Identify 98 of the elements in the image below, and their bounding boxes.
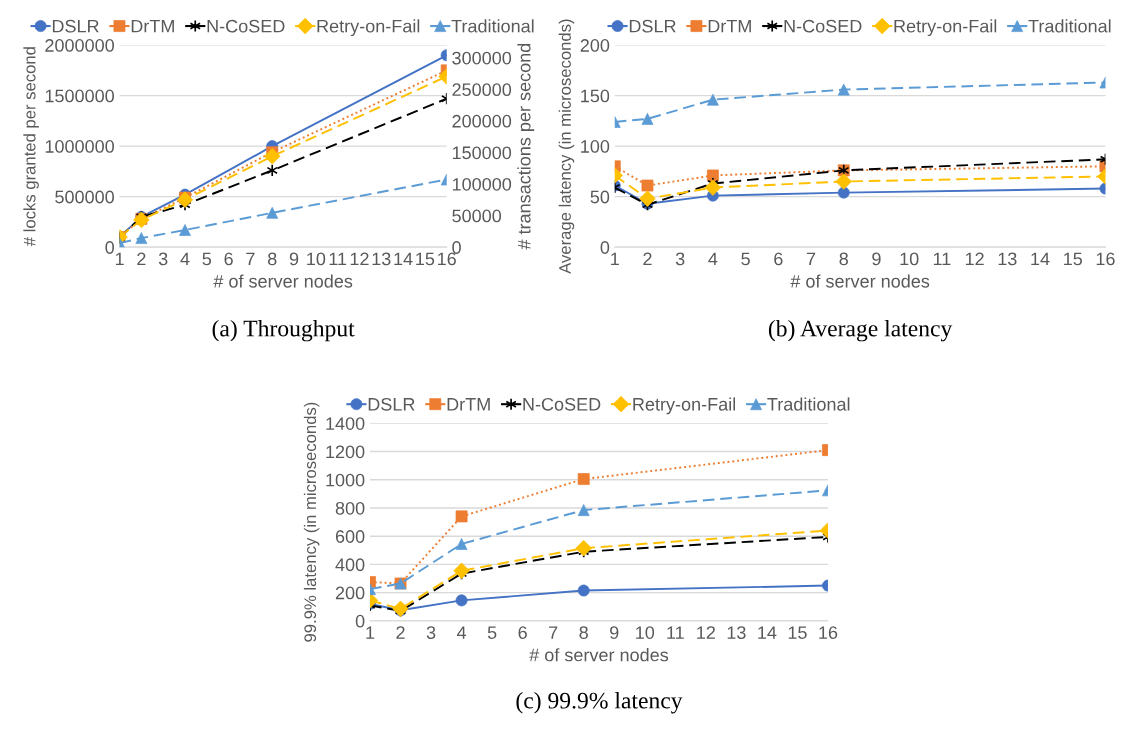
x-tick-label: 8 xyxy=(579,626,588,639)
x-tick-label: 5 xyxy=(202,252,212,266)
y2-tick-label: 50000 xyxy=(452,209,502,223)
y2-tick-label: 100000 xyxy=(452,177,512,191)
y-tick-label: 1000000 xyxy=(45,140,115,153)
x-axis-title: # of server nodes xyxy=(790,274,930,288)
y-tick-label: 1500000 xyxy=(45,89,115,103)
x-tick-label: 9 xyxy=(610,626,619,639)
x-tick-label: 3 xyxy=(675,252,685,266)
y-tick-label: 200 xyxy=(580,39,610,52)
x-tick-label: 13 xyxy=(372,252,391,266)
x-tick-label: 2 xyxy=(137,252,146,266)
x-tick-label: 7 xyxy=(549,626,558,639)
legend-label: Retry-on-Fail xyxy=(633,397,736,415)
x-tick-label: 13 xyxy=(998,252,1017,266)
y-tick-label: 100 xyxy=(581,140,610,153)
x-tick-label: 4 xyxy=(456,626,467,639)
y2-tick-label: 150000 xyxy=(452,146,512,160)
x-tick-label: 14 xyxy=(394,252,413,266)
x-tick-label: 1 xyxy=(611,252,619,266)
legend-label: DrTM xyxy=(708,19,751,33)
x-tick-label: 8 xyxy=(839,252,848,266)
x-tick-label: 4 xyxy=(180,252,190,266)
y-tick-label: 200 xyxy=(335,586,365,600)
x-axis-title: # of server nodes xyxy=(213,274,353,288)
y-tick-label: 800 xyxy=(335,501,365,515)
x-tick-label: 16 xyxy=(819,626,838,639)
x-tick-label: 9 xyxy=(872,252,881,266)
y-axis-title: 99.9% latency (in microseconds) xyxy=(303,402,320,642)
y-tick-label: 0 xyxy=(600,241,610,254)
x-tick-label: 16 xyxy=(438,252,456,266)
y-tick-label: 0 xyxy=(355,614,365,628)
legend-label: DrTM xyxy=(447,398,490,411)
x-tick-label: 12 xyxy=(697,626,715,639)
x-tick-label: 2 xyxy=(396,626,405,639)
x-tick-label: 11 xyxy=(667,626,684,639)
x-tick-label: 6 xyxy=(224,252,233,266)
y2-tick-label: 300000 xyxy=(452,51,512,65)
legend-label: N-CoSED xyxy=(207,19,285,33)
legend-label: DrTM xyxy=(131,19,174,33)
x-tick-label: 14 xyxy=(758,626,777,639)
legend-label: Retry-on-Fail xyxy=(317,19,420,37)
legend-label: Traditional xyxy=(1028,19,1111,33)
y-tick-label: 600 xyxy=(335,530,365,543)
x-tick-label: 4 xyxy=(708,252,718,266)
legend-label: DSLR xyxy=(629,19,676,33)
x-tick-label: 3 xyxy=(158,252,168,266)
y-axis-title: Average latency (in microseconds) xyxy=(558,19,575,274)
y-tick-label: 400 xyxy=(335,558,365,572)
x-tick-label: 3 xyxy=(426,626,436,639)
x-tick-label: 10 xyxy=(307,252,326,266)
x-tick-label: 15 xyxy=(1064,252,1083,266)
y-axis-title: # locks granted per second xyxy=(23,47,39,247)
x-tick-label: 11 xyxy=(329,252,347,266)
y2-tick-label: 200000 xyxy=(452,114,512,128)
y2-axis-title: # transactions per second xyxy=(517,43,535,250)
x-tick-label: 5 xyxy=(487,626,497,639)
y-tick-label: 1000 xyxy=(326,473,365,487)
legend-label: Traditional xyxy=(451,19,534,33)
y-tick-label: 500000 xyxy=(55,190,115,204)
x-tick-label: 1 xyxy=(115,252,124,266)
x-tick-label: 10 xyxy=(636,626,655,639)
y-tick-label: 1200 xyxy=(326,445,365,459)
x-tick-label: 7 xyxy=(246,252,255,266)
y-tick-label: 0 xyxy=(105,241,114,254)
y-tick-label: 1400 xyxy=(326,417,365,430)
x-axis-title: # of server nodes xyxy=(529,648,669,662)
y2-tick-label: 250000 xyxy=(452,83,512,97)
text: (c) 99.9% latency xyxy=(516,691,683,714)
x-tick-label: 13 xyxy=(727,626,746,639)
x-tick-label: 12 xyxy=(965,252,984,266)
x-tick-label: 7 xyxy=(806,252,816,266)
x-tick-label: 11 xyxy=(933,252,951,266)
text: (a) Throughput xyxy=(212,319,355,342)
legend-label: Retry-on-Fail xyxy=(894,19,997,37)
x-tick-label: 6 xyxy=(518,626,527,639)
legend-label: DSLR xyxy=(52,19,99,33)
x-tick-label: 12 xyxy=(350,252,369,266)
y2-tick-label: 0 xyxy=(452,241,461,254)
x-tick-label: 15 xyxy=(788,626,807,639)
x-tick-label: 10 xyxy=(900,252,919,266)
legend-label: DSLR xyxy=(368,397,415,411)
legend-label: N-CoSED xyxy=(523,397,601,411)
y-tick-label: 150 xyxy=(581,89,610,103)
x-tick-label: 9 xyxy=(289,252,299,266)
x-tick-label: 15 xyxy=(416,252,435,266)
legend-label: Traditional xyxy=(767,397,850,411)
x-tick-label: 16 xyxy=(1096,252,1115,266)
x-tick-label: 5 xyxy=(741,252,750,266)
y-tick-label: 2000000 xyxy=(45,39,115,52)
x-tick-label: 14 xyxy=(1031,252,1050,266)
x-tick-label: 1 xyxy=(366,626,375,639)
x-tick-label: 2 xyxy=(643,252,652,266)
legend-label: N-CoSED xyxy=(784,19,862,33)
y-tick-label: 50 xyxy=(590,190,610,204)
text: (b) Average latency xyxy=(768,319,953,342)
x-tick-label: 6 xyxy=(774,252,783,266)
x-tick-label: 8 xyxy=(267,252,277,266)
